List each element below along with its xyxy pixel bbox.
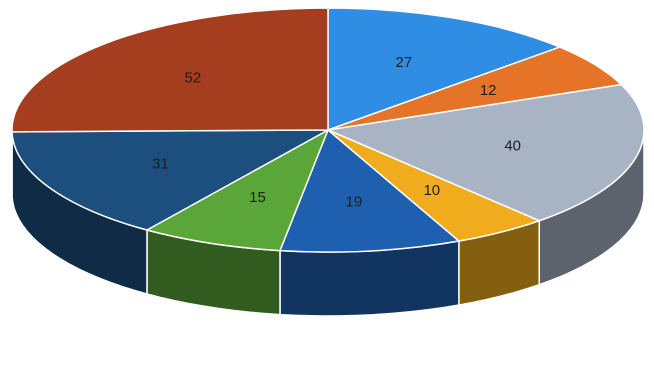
- data-label-7: 31: [152, 155, 169, 172]
- pie-slice-6: [146, 129, 329, 252]
- pie-slice-5: [279, 129, 460, 253]
- data-label-1: 27: [396, 54, 413, 71]
- pie-slice-8: [11, 7, 329, 133]
- data-label-4: 10: [423, 182, 440, 199]
- pie-data-labels: 27 12 40 10 19 15 31 52: [152, 54, 521, 211]
- data-label-6: 15: [249, 189, 266, 206]
- pie-top-faces: [11, 7, 645, 253]
- pie-slice-3: [327, 83, 645, 222]
- pie-side-faces: [11, 129, 645, 317]
- pie-slice-7: [11, 129, 329, 231]
- data-label-2: 12: [480, 82, 497, 99]
- pie-slice-1: [327, 7, 561, 131]
- data-label-3: 40: [504, 138, 521, 155]
- data-label-5: 19: [346, 193, 363, 210]
- data-label-8: 52: [185, 70, 202, 87]
